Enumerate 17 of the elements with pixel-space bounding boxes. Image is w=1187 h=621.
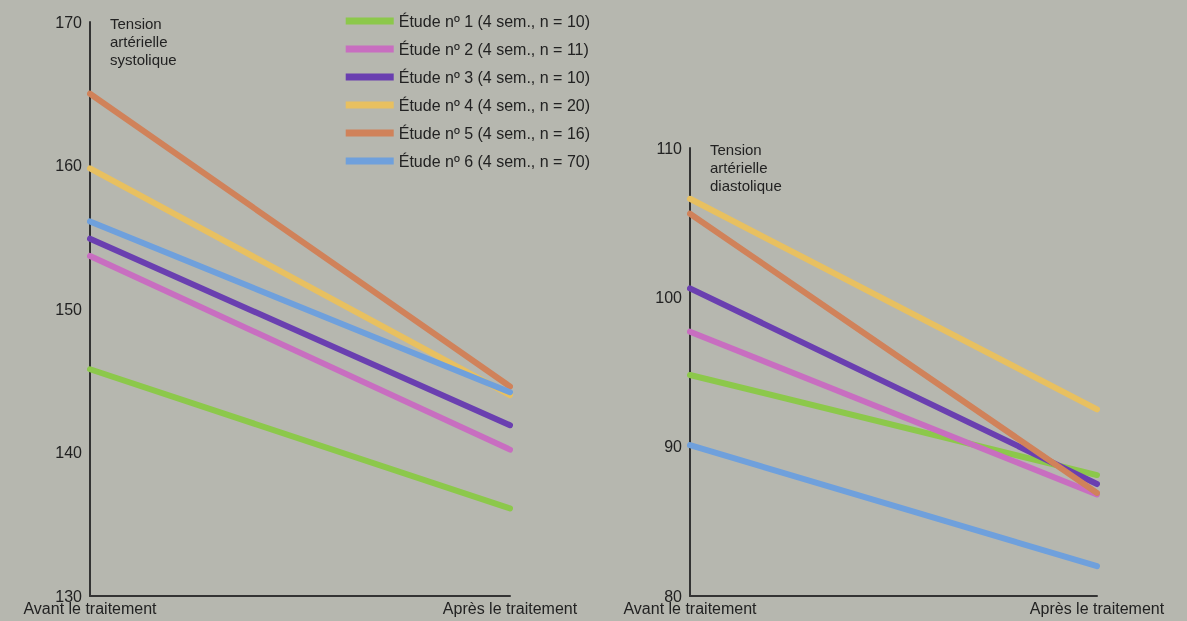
y-axis-title: Tension artérielle systolique [110,14,177,68]
legend-label: Étude nº 1 (4 sem., n = 10) [398,11,590,30]
x-tick-label: Après le traitement [1029,599,1165,617]
y-tick-label: 110 [656,139,683,157]
y-tick-label: 150 [55,300,83,318]
legend-label: Étude nº 6 (4 sem., n = 70) [398,151,590,170]
legend-label: Étude nº 4 (4 sem., n = 20) [398,95,590,114]
y-tick-label: 170 [55,13,83,31]
x-tick-label: Après le traitement [442,599,578,617]
legend-label: Étude nº 3 (4 sem., n = 10) [398,67,590,86]
legend-label: Étude nº 5 (4 sem., n = 16) [398,123,590,142]
y-tick-label: 140 [55,444,83,461]
y-axis-title: Tension artérielle diastolique [710,140,782,194]
y-tick-label: 160 [55,157,83,174]
y-tick-label: 90 [664,438,683,456]
y-tick-label: 100 [655,288,683,306]
legend-label: Étude nº 2 (4 sem., n = 11) [398,39,589,58]
